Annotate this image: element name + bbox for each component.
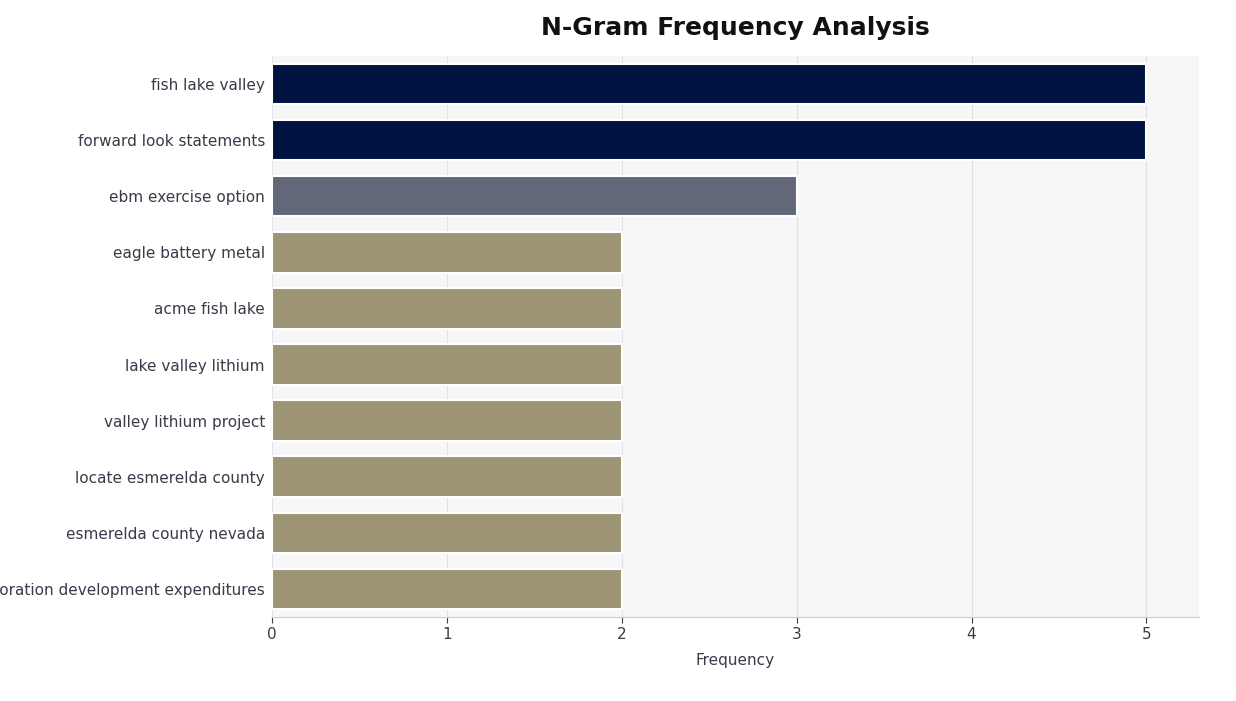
Bar <box>272 512 622 553</box>
Bar <box>272 176 797 217</box>
Title: N-Gram Frequency Analysis: N-Gram Frequency Analysis <box>541 16 929 40</box>
X-axis label: Frequency: Frequency <box>696 653 775 669</box>
Bar <box>272 64 1147 104</box>
Bar <box>272 569 622 609</box>
Bar <box>272 232 622 273</box>
Bar <box>272 344 622 385</box>
Bar <box>272 456 622 497</box>
Bar <box>272 120 1147 161</box>
Bar <box>272 288 622 329</box>
Bar <box>272 400 622 441</box>
